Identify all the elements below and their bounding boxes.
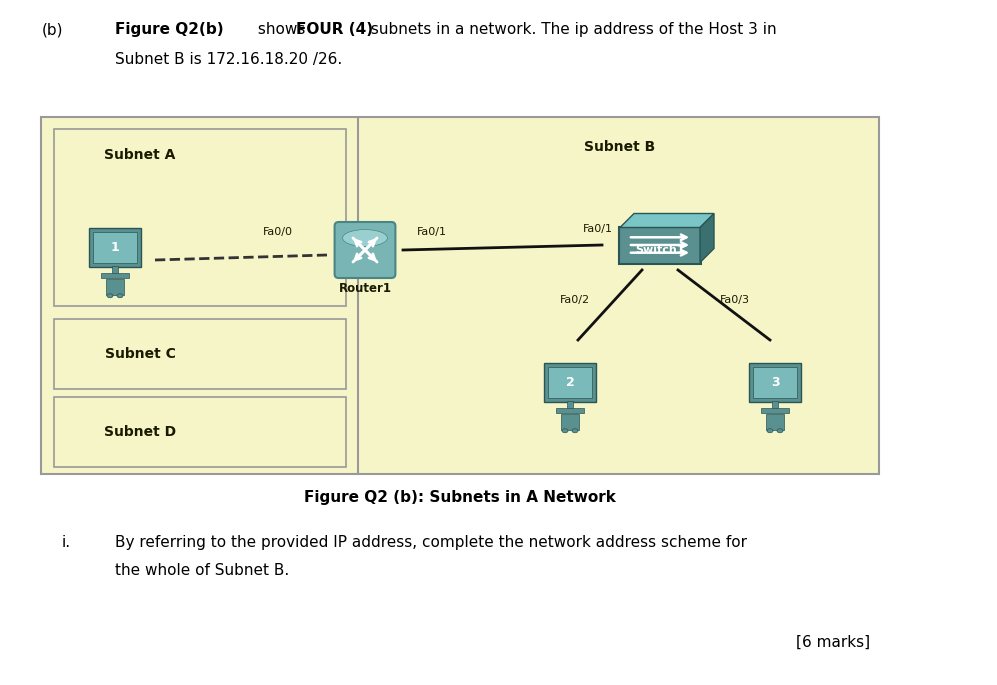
FancyBboxPatch shape (89, 227, 141, 267)
Text: FOUR (4): FOUR (4) (296, 22, 373, 37)
Text: Router1: Router1 (339, 282, 392, 295)
Text: Fa0/0: Fa0/0 (263, 227, 293, 237)
Text: Subnet D: Subnet D (104, 425, 176, 439)
Text: Subnet C: Subnet C (105, 347, 175, 361)
Ellipse shape (107, 294, 113, 298)
Text: Fa0/1: Fa0/1 (417, 227, 447, 237)
Text: Subnet A: Subnet A (105, 148, 175, 162)
Text: 2: 2 (565, 376, 574, 389)
Text: Fa0/3: Fa0/3 (720, 295, 750, 305)
Ellipse shape (777, 429, 783, 433)
Text: Fa0/1: Fa0/1 (583, 224, 613, 234)
Polygon shape (700, 214, 714, 262)
FancyBboxPatch shape (54, 129, 346, 306)
FancyBboxPatch shape (556, 408, 584, 413)
Text: shows: shows (253, 22, 310, 37)
FancyBboxPatch shape (772, 401, 779, 409)
FancyBboxPatch shape (761, 408, 789, 413)
FancyBboxPatch shape (560, 414, 579, 429)
Ellipse shape (572, 429, 578, 433)
Text: Fa0/2: Fa0/2 (560, 295, 590, 305)
Text: Switch1: Switch1 (635, 245, 685, 256)
Text: subnets in a network. The ip address of the Host 3 in: subnets in a network. The ip address of … (366, 22, 777, 37)
Text: Figure Q2(b): Figure Q2(b) (115, 22, 223, 37)
Text: 1: 1 (111, 241, 120, 254)
FancyBboxPatch shape (619, 227, 701, 264)
FancyBboxPatch shape (766, 414, 785, 429)
Text: 3: 3 (771, 376, 780, 389)
FancyBboxPatch shape (753, 366, 797, 398)
Text: the whole of Subnet B.: the whole of Subnet B. (115, 563, 289, 578)
Ellipse shape (117, 294, 123, 298)
Polygon shape (620, 214, 714, 227)
Text: Subnet B is 172.16.18.20 /26.: Subnet B is 172.16.18.20 /26. (115, 52, 342, 67)
Text: i.: i. (62, 535, 71, 550)
Text: [6 marks]: [6 marks] (796, 635, 870, 650)
FancyBboxPatch shape (54, 319, 346, 389)
Text: Figure Q2 (b): Subnets in A Network: Figure Q2 (b): Subnets in A Network (304, 490, 616, 505)
FancyBboxPatch shape (41, 117, 879, 474)
FancyBboxPatch shape (101, 273, 129, 278)
Ellipse shape (343, 229, 388, 247)
FancyBboxPatch shape (112, 266, 119, 274)
FancyBboxPatch shape (566, 401, 573, 409)
FancyBboxPatch shape (548, 366, 592, 398)
Text: By referring to the provided IP address, complete the network address scheme for: By referring to the provided IP address,… (115, 535, 747, 550)
Ellipse shape (562, 429, 568, 433)
FancyBboxPatch shape (749, 363, 801, 402)
FancyBboxPatch shape (54, 397, 346, 467)
FancyBboxPatch shape (544, 363, 596, 402)
FancyBboxPatch shape (106, 279, 125, 295)
Text: (b): (b) (42, 22, 64, 37)
FancyBboxPatch shape (93, 232, 137, 263)
FancyBboxPatch shape (335, 222, 396, 278)
Ellipse shape (767, 429, 773, 433)
Text: Subnet B: Subnet B (584, 140, 656, 154)
